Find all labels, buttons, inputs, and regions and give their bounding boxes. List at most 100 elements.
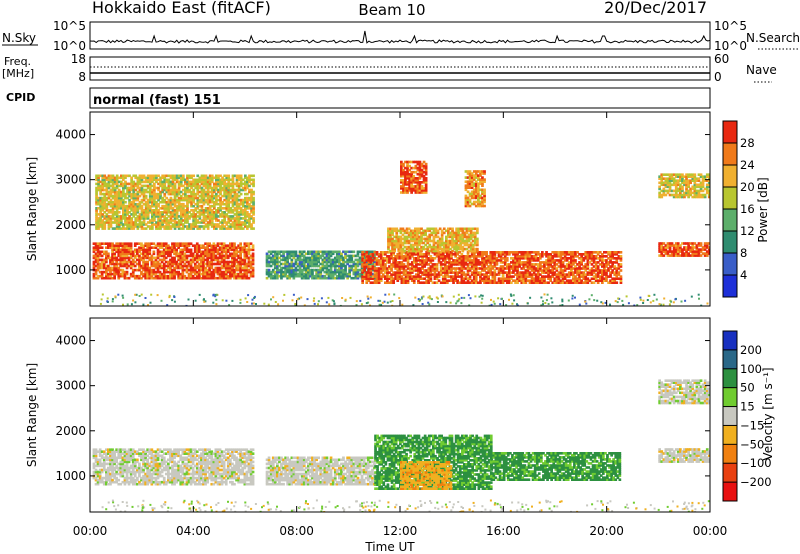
heatmap-cell xyxy=(489,269,493,272)
heatmap-cell xyxy=(400,277,404,280)
heatmap-cell xyxy=(514,269,517,272)
nsky-panel-frame xyxy=(89,21,711,50)
heatmap-cell xyxy=(140,217,144,220)
heatmap-cell xyxy=(239,252,242,256)
heatmap-cell xyxy=(361,265,364,268)
heatmap-cell xyxy=(304,260,308,264)
heatmap-cell xyxy=(350,258,354,262)
heatmap-cell xyxy=(192,200,195,204)
heatmap-cell xyxy=(152,268,156,272)
heatmap-cell xyxy=(526,269,530,272)
heatmap-cell xyxy=(609,251,612,254)
heatmap-cell xyxy=(102,252,106,256)
heatmap-cell xyxy=(126,190,129,194)
heatmap-cell xyxy=(167,223,171,226)
heatmap-cell xyxy=(208,242,211,245)
heatmap-cell xyxy=(407,231,411,235)
heatmap-cell xyxy=(532,255,536,258)
heatmap-cell xyxy=(219,188,222,192)
heatmap-cell xyxy=(547,265,550,268)
heatmap-cell xyxy=(387,227,390,231)
heatmap-cell xyxy=(142,252,145,256)
heatmap-cell xyxy=(186,204,189,208)
heatmap-cell xyxy=(530,279,534,282)
heatmap-cell xyxy=(113,213,117,216)
heatmap-cell xyxy=(177,209,181,212)
heatmap-cell xyxy=(129,242,133,245)
heatmap-cell xyxy=(233,242,236,245)
heatmap-cell xyxy=(607,261,610,264)
heatmap-cell xyxy=(140,264,143,268)
heatmap-cell xyxy=(389,239,392,243)
heatmap-cell xyxy=(446,271,449,274)
heatmap-cell xyxy=(468,255,472,258)
heatmap-cell xyxy=(99,213,102,216)
heatmap-cell xyxy=(187,250,191,254)
heatmap-cell xyxy=(505,253,509,256)
heatmap-cell xyxy=(617,263,621,266)
heatmap-cell xyxy=(481,253,484,256)
heatmap-cell xyxy=(202,180,206,184)
heatmap-cell xyxy=(140,188,144,192)
heatmap-cell xyxy=(557,275,561,278)
heatmap-cell xyxy=(120,194,123,198)
heatmap-cell xyxy=(175,207,179,210)
heatmap-cell xyxy=(113,258,116,262)
heatmap-cell xyxy=(348,250,351,254)
heatmap-cell xyxy=(146,266,149,270)
heatmap-cell xyxy=(101,186,105,190)
heatmap-cell xyxy=(101,219,105,222)
heatmap-cell xyxy=(409,243,413,247)
heatmap-cell xyxy=(479,277,482,280)
heatmap-cell xyxy=(223,225,226,228)
heatmap-cell xyxy=(394,267,397,270)
heatmap-cell xyxy=(503,271,507,274)
heatmap-cell xyxy=(379,279,383,282)
heatmap-cell xyxy=(286,274,289,278)
heatmap-cell xyxy=(603,271,606,274)
heatmap-cell xyxy=(229,178,233,182)
heatmap-cell xyxy=(250,217,253,220)
heatmap-cell xyxy=(404,271,408,274)
heatmap-cell xyxy=(130,207,133,210)
heatmap-cell xyxy=(395,241,399,245)
heatmap-cell xyxy=(189,276,193,280)
heatmap-cell xyxy=(239,184,243,188)
heatmap-cell xyxy=(130,204,133,208)
heatmap-cell xyxy=(115,246,118,249)
heatmap-cell xyxy=(151,188,154,192)
heatmap-cell xyxy=(398,275,402,278)
heatmap-cell xyxy=(111,242,114,245)
heatmap-cell xyxy=(491,281,495,284)
heatmap-cell xyxy=(276,276,279,280)
heatmap-cell xyxy=(220,264,224,268)
heatmap-cell xyxy=(128,215,131,218)
heatmap-cell xyxy=(140,248,143,252)
heatmap-cell xyxy=(309,274,312,278)
heatmap-cell xyxy=(613,273,617,276)
heatmap-cell xyxy=(117,268,121,272)
heatmap-cell xyxy=(119,260,123,264)
heatmap-cell xyxy=(437,257,441,260)
heatmap-cell xyxy=(146,254,149,258)
heatmap-cell xyxy=(196,215,200,218)
heatmap-cell xyxy=(243,266,247,270)
heatmap-cell xyxy=(530,277,534,280)
heatmap-cell xyxy=(198,221,202,224)
heatmap-cell xyxy=(397,249,401,253)
heatmap-cell xyxy=(224,276,228,280)
heatmap-cell xyxy=(204,180,208,184)
heatmap-cell xyxy=(206,182,210,186)
heatmap-cell xyxy=(290,272,294,276)
heatmap-cell xyxy=(425,273,428,276)
heatmap-cell xyxy=(245,270,249,274)
heatmap-cell xyxy=(206,211,210,214)
heatmap-cell xyxy=(146,256,149,260)
heatmap-cell xyxy=(452,271,455,274)
heatmap-cell xyxy=(454,275,457,278)
heatmap-cell xyxy=(202,188,206,192)
heatmap-cell xyxy=(130,219,133,222)
heatmap-cell xyxy=(102,266,106,270)
heatmap-cell xyxy=(97,186,100,190)
heatmap-cell xyxy=(278,252,281,256)
